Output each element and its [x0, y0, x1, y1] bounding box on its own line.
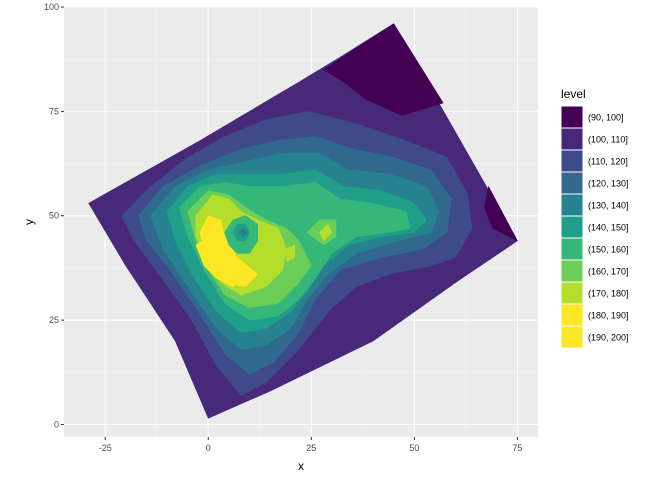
legend-key — [560, 259, 584, 283]
x-tick-label: 50 — [409, 443, 419, 453]
y-axis-ticks: 0 25 50 75 100 — [44, 2, 64, 429]
y-tick-label: 75 — [49, 106, 59, 116]
contour-region — [195, 236, 242, 288]
legend-label: (90, 100] — [588, 113, 624, 123]
contour-region — [323, 23, 444, 116]
legend-label: (180, 190] — [588, 311, 629, 321]
legend: level (90, 100] (100, 110] (110, 120] (120,… — [560, 87, 629, 349]
x-tick-label: 25 — [306, 443, 316, 453]
y-axis-title: y — [22, 219, 36, 225]
x-tick-label: -25 — [99, 443, 112, 453]
legend-key — [560, 105, 584, 129]
legend-label: (130, 140] — [588, 201, 629, 211]
x-tick-label: 75 — [512, 443, 522, 453]
legend-key — [560, 127, 584, 151]
legend-key — [560, 303, 584, 327]
legend-key — [560, 149, 584, 173]
x-tick-label: 0 — [206, 443, 211, 453]
legend-key — [560, 237, 584, 261]
legend-key — [560, 193, 584, 217]
contour-region — [286, 244, 296, 263]
legend-label: (190, 200] — [588, 333, 629, 343]
contour-regions — [88, 23, 518, 419]
legend-key — [560, 281, 584, 305]
y-tick-label: 100 — [44, 2, 59, 12]
legend-title: level — [561, 87, 586, 101]
legend-key — [560, 325, 584, 349]
contour-region — [319, 223, 333, 242]
y-tick-label: 50 — [49, 211, 59, 221]
x-axis-ticks: -25 0 25 50 75 — [99, 437, 522, 453]
legend-label: (100, 110] — [588, 135, 628, 145]
legend-label: (160, 170] — [588, 267, 629, 277]
legend-label: (150, 160] — [588, 245, 629, 255]
legend-label: (140, 150] — [588, 223, 629, 233]
contour-region — [238, 228, 248, 237]
y-tick-label: 0 — [54, 419, 59, 429]
x-axis-title: x — [298, 459, 304, 473]
legend-label: (170, 180] — [588, 289, 629, 299]
legend-key — [560, 171, 584, 195]
legend-key — [560, 215, 584, 239]
legend-label: (110, 120] — [588, 157, 628, 167]
contour-region — [484, 186, 518, 242]
legend-label: (120, 130] — [588, 179, 629, 189]
y-tick-label: 25 — [49, 315, 59, 325]
